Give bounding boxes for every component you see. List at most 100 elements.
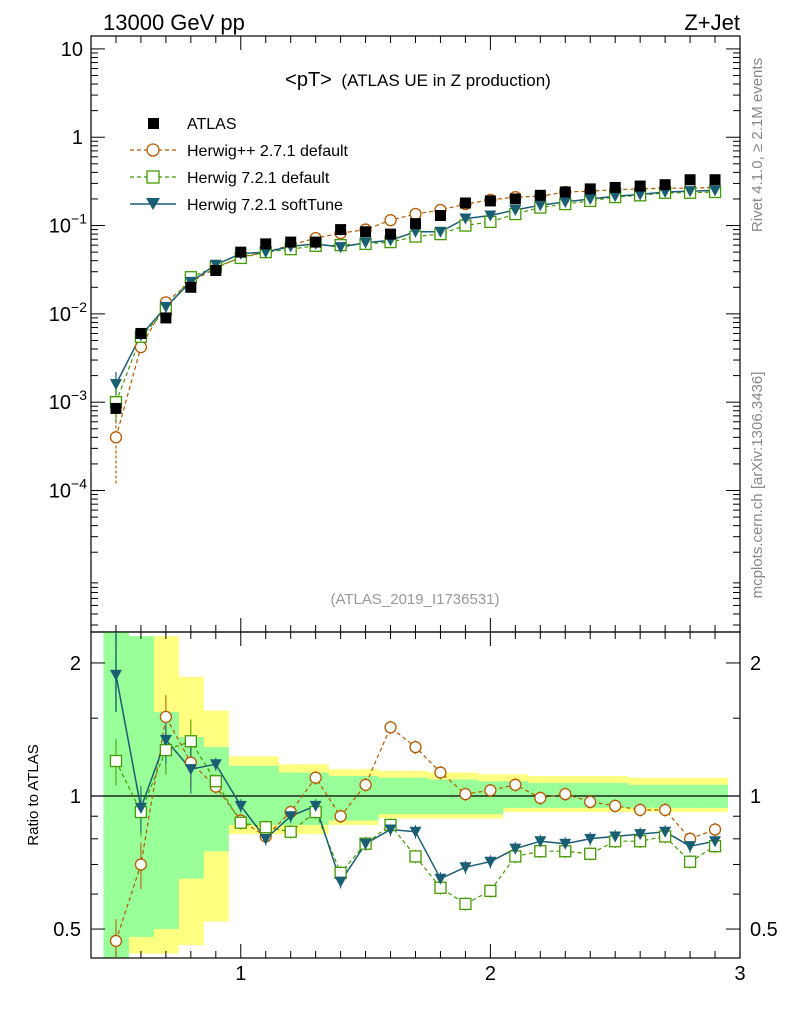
data-point <box>484 210 497 222</box>
y-tick-label: 10−4 <box>49 476 87 503</box>
y-tick-label: 1 <box>72 127 83 149</box>
data-point <box>109 379 122 391</box>
ratio-data-point <box>134 802 147 814</box>
legend-marker-softtune <box>146 198 160 210</box>
ratio-data-point <box>109 669 122 681</box>
legend: ATLAS Herwig++ 2.7.1 default Herwig 7.2.… <box>130 116 349 214</box>
data-point <box>609 191 622 203</box>
ratio-data-point <box>459 897 472 911</box>
ratio-data-point <box>658 803 672 817</box>
ratio-data-point <box>484 784 497 797</box>
data-point <box>584 193 597 205</box>
ratio-data-point <box>284 825 297 838</box>
ratio-data-point <box>534 845 547 858</box>
ratio-data-point <box>484 884 497 898</box>
side-rivet-label: Rivet 4.1.0, ≥ 2.1M events <box>749 58 766 232</box>
ratio-data-point <box>534 791 547 805</box>
data-point <box>409 207 422 221</box>
data-point <box>534 200 547 212</box>
legend-marker-atlas <box>148 118 159 129</box>
ratio-data-point <box>584 795 597 808</box>
ratio-data-point <box>409 826 422 838</box>
main-panel: 10−4 10−3 10−2 10−1 1 10 <box>49 35 741 633</box>
data-point <box>235 246 247 258</box>
x-tick-label: 1 <box>235 963 246 985</box>
y-tick-label: 10−2 <box>49 299 87 326</box>
data-point <box>359 237 372 249</box>
data-point <box>210 264 222 276</box>
ratio-data-point <box>634 803 647 817</box>
data-point <box>559 196 572 208</box>
data-point <box>285 236 297 248</box>
data-point <box>684 174 696 186</box>
ratio-data-point <box>109 754 123 768</box>
data-point <box>260 238 272 250</box>
data-point <box>684 186 697 198</box>
ratio-band-inner <box>427 779 454 815</box>
data-point <box>434 226 447 238</box>
y-tick-label: 10 <box>61 39 83 61</box>
legend-label-herwigpp: Herwig++ 2.7.1 default <box>187 143 349 160</box>
ratio-data-point <box>109 934 123 948</box>
data-point <box>410 218 421 230</box>
ratio-data-point <box>259 821 272 834</box>
data-point <box>160 312 172 324</box>
ratio-data-point <box>634 829 647 841</box>
ratio-data-point <box>434 873 447 885</box>
legend-label-atlas: ATLAS <box>187 116 237 133</box>
ratio-y-tick-label-right: 2 <box>750 653 761 675</box>
ratio-panel: 1 2 30.5 0.51 12 2 <box>53 618 778 985</box>
ratio-data-point <box>259 833 272 845</box>
ratio-data-point <box>159 743 173 757</box>
ratio-data-point <box>159 734 172 746</box>
ratio-data-point <box>709 836 722 848</box>
analysis-label: (ATLAS_2019_I1736531) <box>330 591 499 608</box>
data-point <box>109 431 123 444</box>
ratio-data-point <box>434 766 447 779</box>
ratio-data-point <box>684 841 697 853</box>
ratio-data-point <box>683 855 697 868</box>
data-point <box>110 402 122 414</box>
data-point <box>384 214 397 227</box>
ratio-data-point <box>609 799 622 812</box>
ratio-y-tick-label-right: 0.5 <box>750 919 778 941</box>
x-tick-label: 2 <box>485 963 496 985</box>
y-tick-label: 10−3 <box>49 387 87 414</box>
ratio-data-point <box>509 843 522 855</box>
ratio-data-point <box>459 862 472 874</box>
ratio-y-tick-label: 0.5 <box>53 919 81 941</box>
data-point <box>484 195 496 207</box>
ratio-data-point <box>309 771 322 784</box>
ratio-data-point <box>184 735 197 748</box>
data-point <box>360 226 372 238</box>
ratio-y-axis-label: Ratio to ATLAS <box>25 744 42 845</box>
data-point <box>434 209 446 221</box>
data-point <box>310 236 322 248</box>
ratio-data-point <box>159 710 173 724</box>
ratio-data-point <box>559 838 572 850</box>
legend-marker-herwigpp <box>146 143 160 157</box>
ratio-y-tick-label-right: 1 <box>750 786 761 808</box>
ratio-data-point <box>459 787 472 801</box>
ratio-data-point <box>134 858 148 871</box>
ratio-data-point <box>209 775 222 788</box>
ratio-data-point <box>559 787 572 801</box>
side-mcplots-label: mcplots.cern.ch [arXiv:1306.3436] <box>749 372 766 599</box>
data-point <box>185 281 197 293</box>
ratio-data-point <box>534 836 547 848</box>
ratio-data-point <box>334 810 347 823</box>
ratio-data-point <box>409 850 422 863</box>
legend-label-herwig721: Herwig 7.2.1 default <box>187 170 330 187</box>
data-point <box>134 340 148 354</box>
ratio-data-point <box>309 800 322 812</box>
ratio-data-point <box>359 778 372 791</box>
ratio-data-point <box>708 823 722 836</box>
data-point <box>385 228 397 240</box>
ratio-data-point <box>384 824 397 836</box>
data-point <box>335 224 347 236</box>
data-point <box>634 189 647 201</box>
data-point <box>334 242 347 254</box>
data-point <box>135 327 147 339</box>
data-point <box>709 174 721 186</box>
